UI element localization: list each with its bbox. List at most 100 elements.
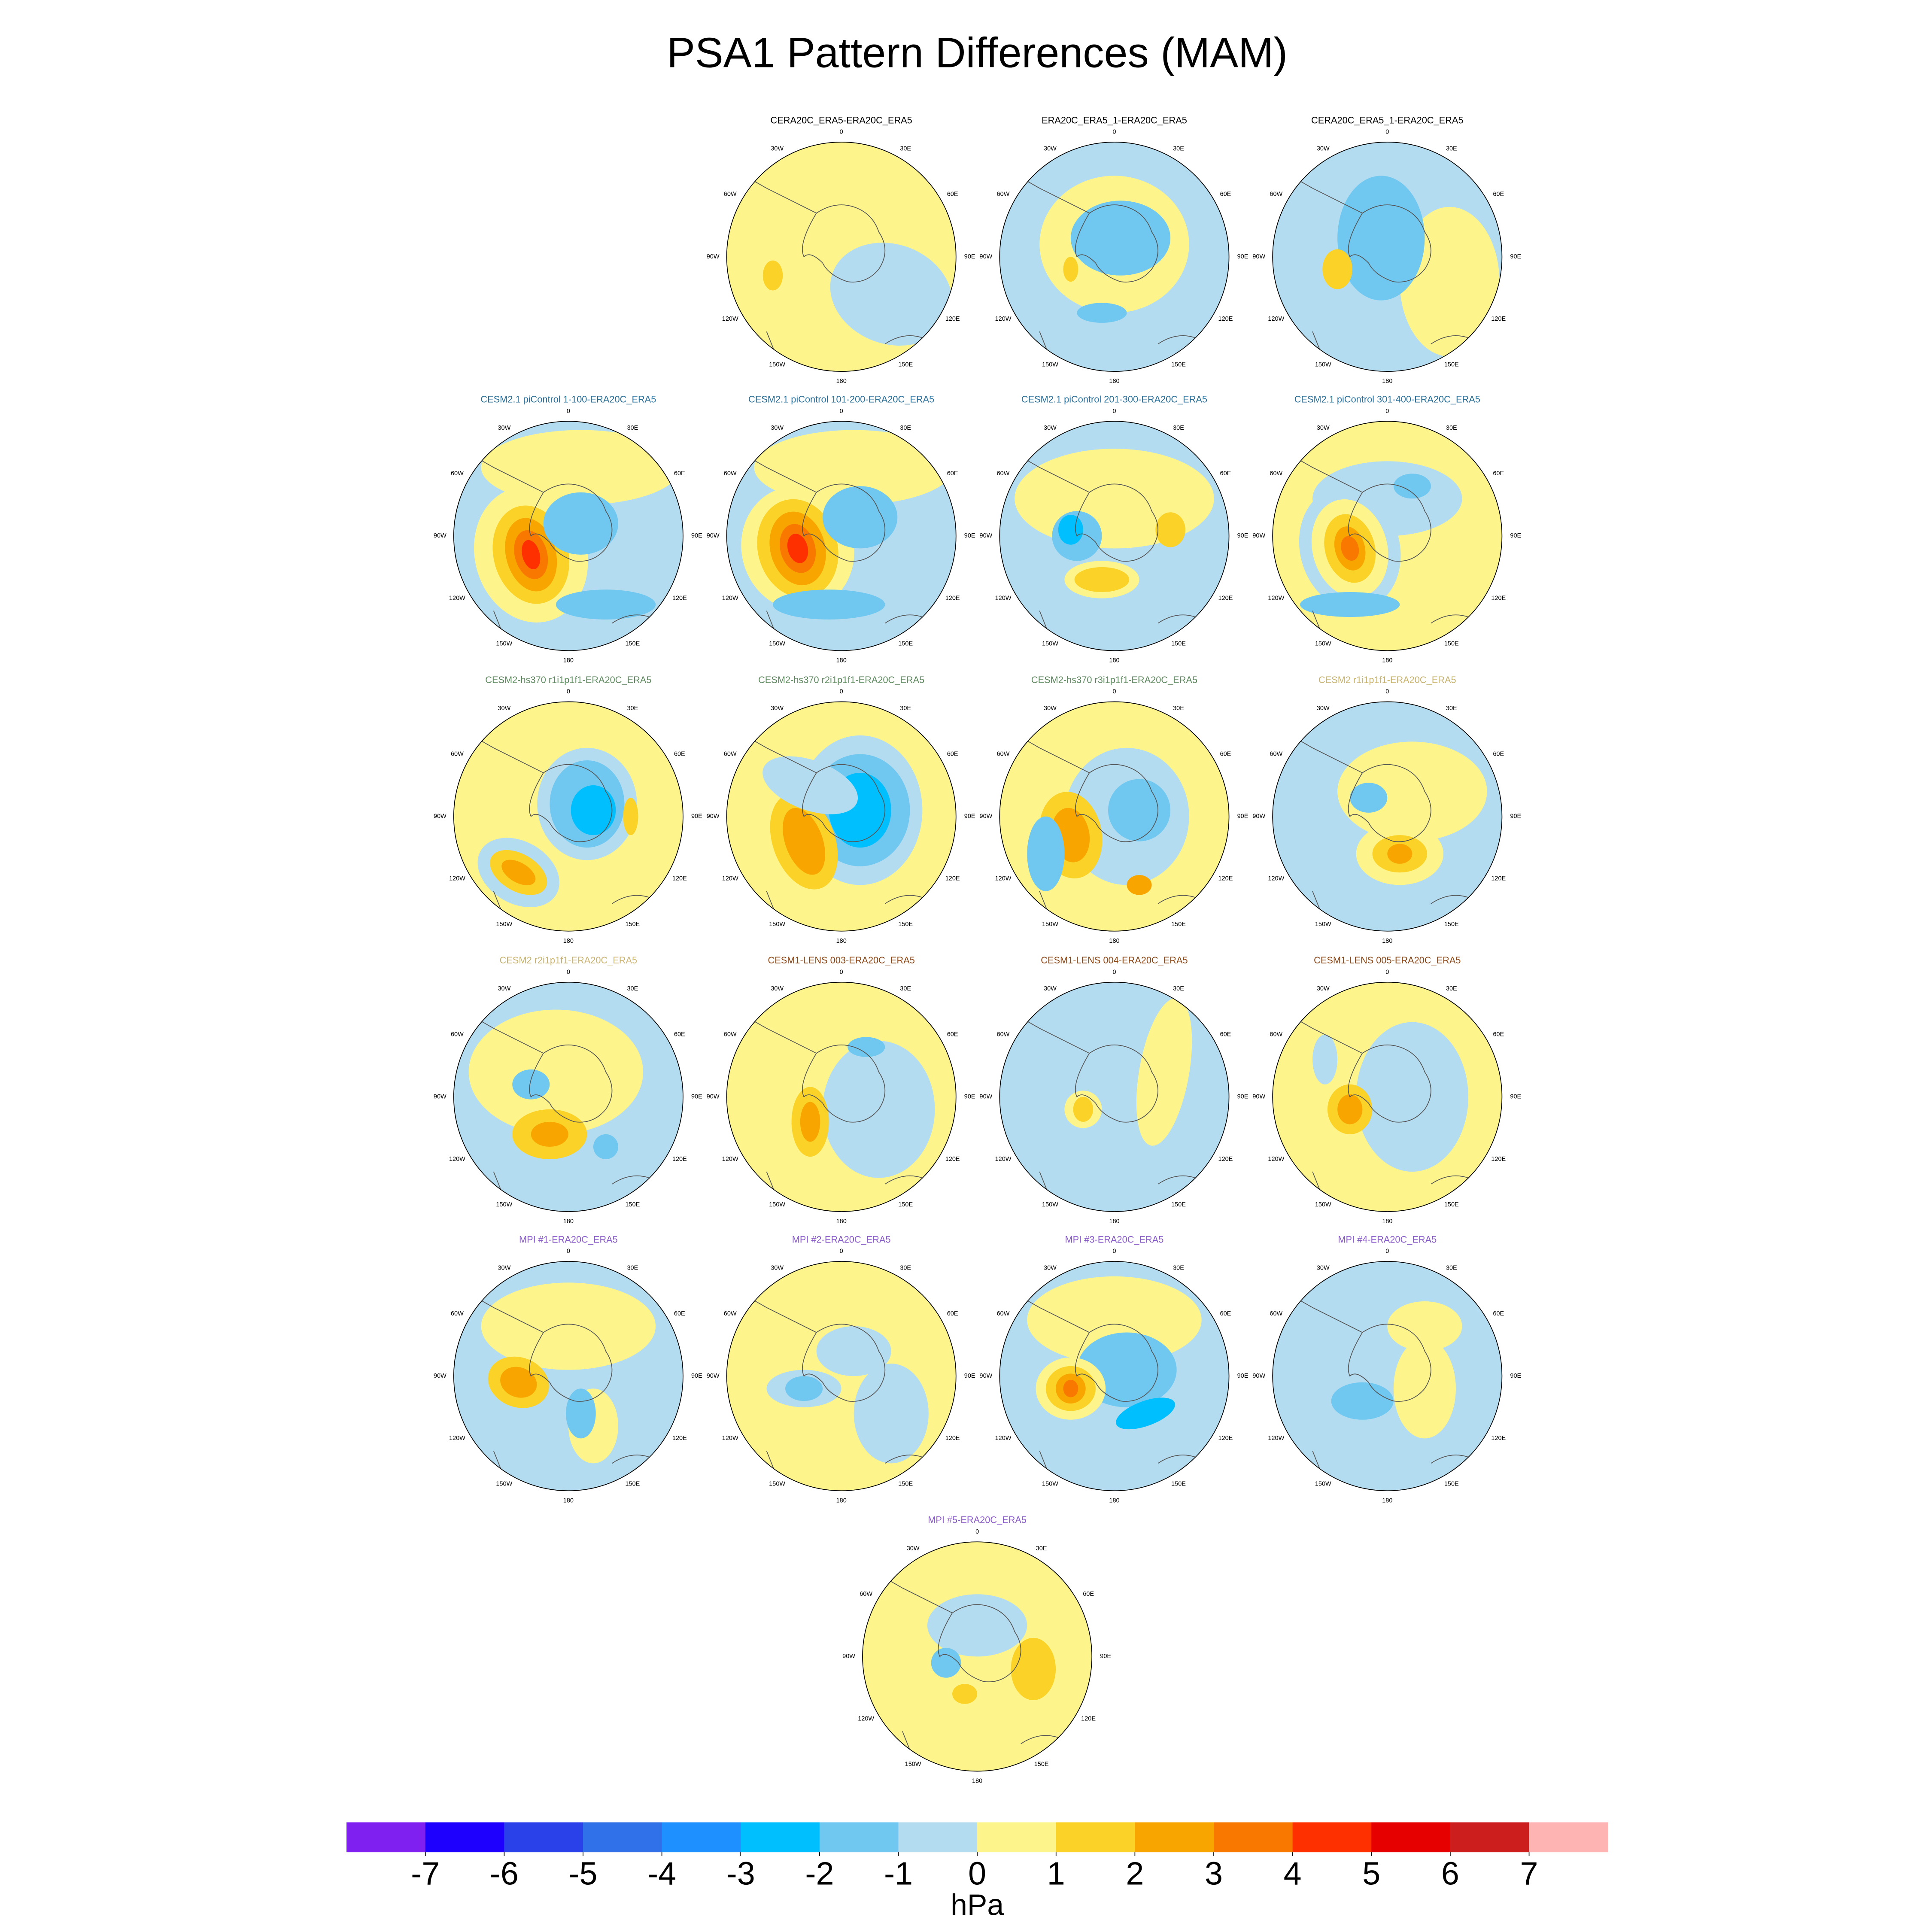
- colorbar-tick-label: 0: [968, 1855, 986, 1891]
- longitude-label: 150W: [496, 641, 512, 647]
- longitude-label: 30W: [498, 705, 510, 712]
- longitude-label: 120W: [449, 1156, 465, 1163]
- longitude-label: 150E: [1034, 1761, 1049, 1768]
- contour-region: [1341, 536, 1359, 561]
- contour-region: [543, 492, 618, 555]
- longitude-label: 30E: [627, 985, 638, 992]
- panel-title: ERA20C_ERA5_1-ERA20C_ERA5: [1042, 115, 1187, 125]
- longitude-label: 30E: [1446, 705, 1457, 712]
- contour-region: [848, 1037, 885, 1057]
- panel-title: CESM1-LENS 004-ERA20C_ERA5: [1041, 955, 1188, 966]
- longitude-label: 60W: [451, 470, 464, 477]
- longitude-label: 120W: [1268, 595, 1284, 601]
- longitude-label: 120W: [449, 595, 465, 601]
- colorbar-swatch: [898, 1822, 978, 1853]
- map-panel: [999, 702, 1229, 931]
- longitude-label: 150W: [769, 1201, 785, 1208]
- colorbar-label: hPa: [951, 1888, 1004, 1921]
- contour-region: [999, 982, 1229, 1212]
- longitude-label: 120E: [672, 1156, 687, 1163]
- longitude-label: 60E: [674, 470, 685, 477]
- longitude-label: 150W: [1042, 641, 1058, 647]
- longitude-label: 120W: [995, 1435, 1012, 1442]
- map-border: [999, 981, 1230, 1212]
- contour-region: [481, 1282, 656, 1370]
- map-border: [726, 701, 957, 932]
- map-panel: [726, 142, 956, 372]
- longitude-label: 180: [1382, 378, 1392, 385]
- longitude-label: 120W: [858, 1715, 874, 1722]
- longitude-label: 120E: [672, 875, 687, 882]
- longitude-label: 90W: [434, 813, 447, 820]
- map-panel: [453, 421, 683, 651]
- contour-region: [1393, 474, 1431, 499]
- longitude-label: 60E: [1493, 470, 1504, 477]
- contour-region: [1027, 816, 1065, 891]
- longitude-label: 120E: [945, 595, 960, 601]
- longitude-label: 30W: [1317, 425, 1330, 431]
- longitude-label: 120E: [672, 595, 687, 601]
- longitude-label: 180: [836, 938, 847, 945]
- longitude-label: 90W: [707, 1094, 720, 1100]
- colorbar-swatch: [1529, 1822, 1609, 1853]
- longitude-label: 120W: [449, 1435, 465, 1442]
- longitude-label: 30W: [1317, 1265, 1330, 1272]
- contour-region: [952, 1684, 978, 1704]
- colorbar-tick-label: -2: [805, 1855, 834, 1891]
- coastline: [999, 442, 1221, 651]
- longitude-label: 120E: [945, 1156, 960, 1163]
- longitude-label: 150E: [625, 921, 640, 928]
- contour-region: [1155, 512, 1185, 547]
- longitude-label: 120E: [672, 1435, 687, 1442]
- longitude-label: 180: [836, 378, 847, 385]
- longitude-label: 0: [567, 1248, 570, 1255]
- longitude-label: 150W: [1042, 1201, 1058, 1208]
- longitude-label: 30W: [771, 1265, 784, 1272]
- colorbar-tick-label: -1: [884, 1855, 913, 1891]
- coastline: [999, 723, 1221, 931]
- colorbar-tick-label: 1: [1047, 1855, 1065, 1891]
- contour-region: [1116, 1397, 1175, 1430]
- longitude-label: 90W: [842, 1653, 855, 1660]
- contour-region: [931, 1648, 961, 1678]
- longitude-label: 60W: [997, 191, 1010, 198]
- longitude-label: 60W: [724, 750, 737, 757]
- longitude-label: 0: [840, 408, 843, 415]
- contour-region: [762, 260, 783, 291]
- colorbar-swatch: [504, 1822, 583, 1853]
- longitude-label: 90W: [1252, 532, 1265, 539]
- longitude-label: 30E: [1446, 425, 1457, 431]
- longitude-label: 90E: [964, 532, 975, 539]
- longitude-label: 120W: [1268, 316, 1284, 322]
- panel-title: MPI #4-ERA20C_ERA5: [1338, 1234, 1437, 1245]
- longitude-label: 150E: [1444, 1201, 1459, 1208]
- longitude-label: 60E: [1220, 750, 1231, 757]
- longitude-label: 60W: [1270, 1310, 1282, 1317]
- longitude-label: 150W: [1042, 921, 1058, 928]
- longitude-label: 60W: [451, 1310, 464, 1317]
- map-border: [1272, 981, 1503, 1212]
- longitude-label: 30W: [1044, 145, 1057, 152]
- longitude-label: 0: [1385, 129, 1389, 136]
- contour-region: [1400, 207, 1500, 357]
- longitude-label: 90E: [1237, 253, 1249, 260]
- longitude-label: 180: [1382, 657, 1392, 664]
- colorbar-swatch: [583, 1822, 662, 1853]
- panel-title: CESM2-hs370 r2i1p1f1-ERA20C_ERA5: [758, 674, 924, 685]
- longitude-label: 150E: [625, 1480, 640, 1487]
- longitude-label: 150E: [898, 641, 913, 647]
- coastline: [453, 442, 675, 651]
- longitude-label: 0: [1112, 688, 1116, 695]
- contour-region: [1322, 249, 1352, 289]
- colorbar-tick-label: -4: [647, 1855, 676, 1891]
- longitude-label: 90W: [707, 1373, 720, 1379]
- panel-title: CESM2-hs370 r1i1p1f1-ERA20C_ERA5: [485, 674, 651, 685]
- contour-region: [773, 589, 885, 620]
- longitude-label: 90E: [964, 1094, 975, 1100]
- longitude-label: 0: [1112, 969, 1116, 975]
- longitude-label: 120W: [722, 1435, 738, 1442]
- longitude-label: 0: [840, 1248, 843, 1255]
- colorbar-swatch: [741, 1822, 820, 1853]
- contour-region: [927, 1594, 1027, 1657]
- longitude-label: 180: [1109, 1218, 1119, 1225]
